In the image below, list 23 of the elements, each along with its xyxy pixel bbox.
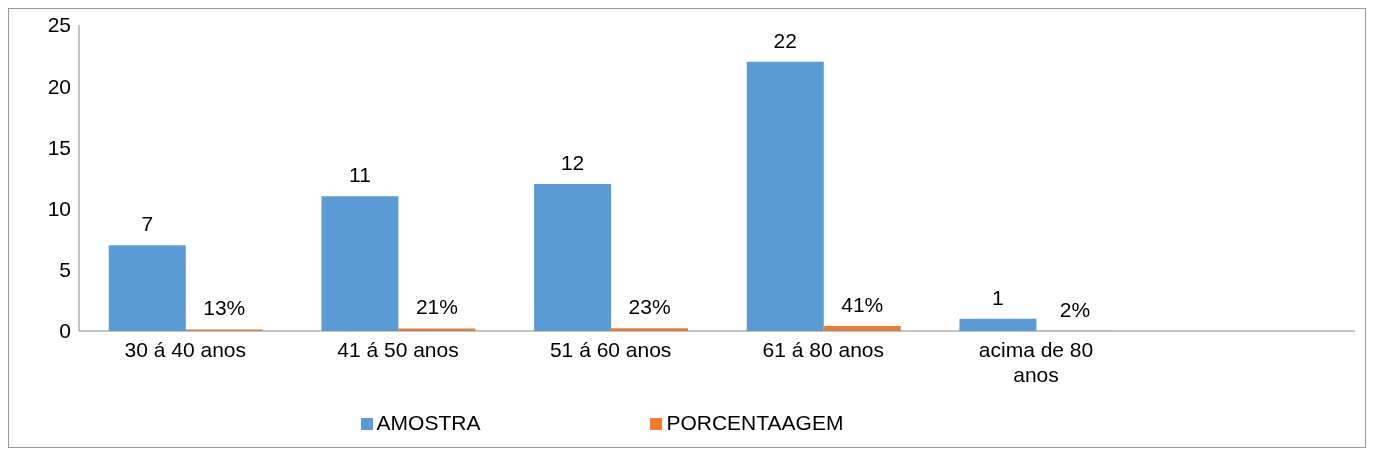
legend-label: PORCENTAAGEM [666,411,844,434]
y-tick-label: 15 [47,135,71,159]
data-label: 7 [141,212,154,236]
x-tick-label: 30 á 40 anos [124,338,247,361]
x-tick-label: 61 á 80 anos [762,338,885,361]
data-label: 22 [773,28,797,52]
y-tick-label: 5 [59,258,71,282]
y-tick-label: 0 [59,319,71,343]
x-tick-label: 41 á 50 anos [337,338,459,361]
x-tick-label: 51 á 60 anos [549,338,672,361]
y-tick-label: 10 [47,197,71,221]
data-label: 41% [841,292,884,316]
data-label: 13% [203,296,246,320]
data-label: 11 [349,163,371,187]
legend-label: AMOSTRA [376,411,481,434]
y-tick-label: 25 [47,13,71,37]
data-label: 23% [628,295,671,319]
x-tick-label: acima de 80 anos [978,338,1094,386]
y-tick-label: 20 [47,74,71,98]
data-label: 1 [992,285,1004,309]
data-label: 21% [415,295,458,319]
data-label: 2% [1059,297,1091,321]
data-label: 12 [560,151,585,175]
